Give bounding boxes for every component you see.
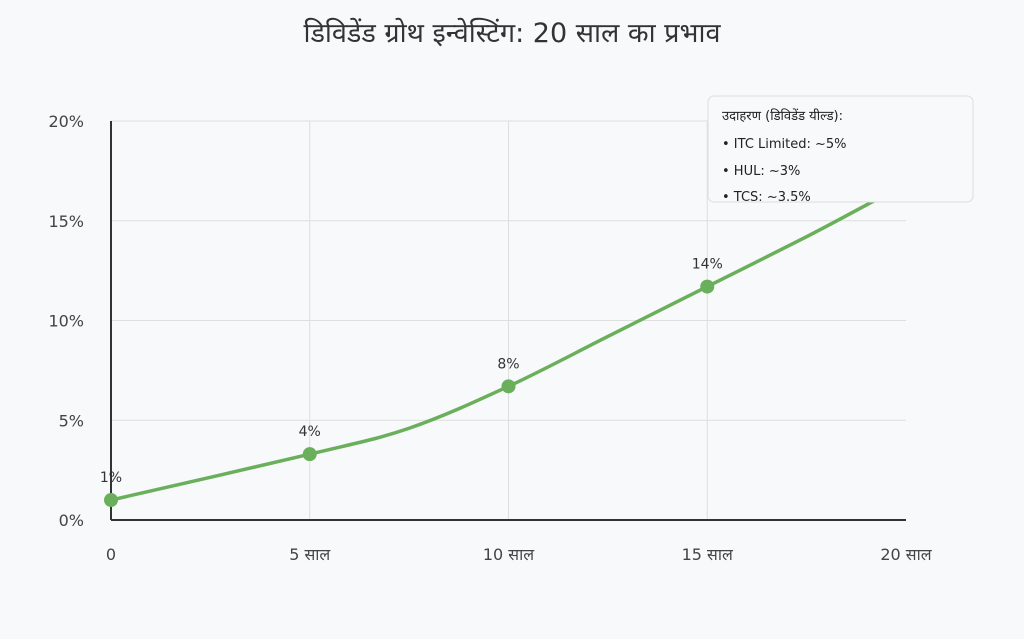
- data-point-2: [501, 379, 516, 394]
- x-tick-labels: 0 5 साल 10 साल 15 साल 20 साल: [106, 545, 933, 564]
- x-tick-label: 15 साल: [682, 545, 734, 564]
- legend-item-itc: • ITC Limited: ~5%: [722, 137, 847, 152]
- legend-title: उदाहरण (डिविडेंड यील्ड):: [722, 108, 843, 124]
- data-label-1: 4%: [299, 424, 321, 440]
- series-line-0: [109, 199, 876, 502]
- data-label-2: 8%: [497, 356, 519, 372]
- series-group: 1% 4% 8% 14%: [100, 199, 876, 508]
- data-label-0: 1%: [100, 470, 122, 486]
- y-tick-label: 5%: [59, 411, 84, 430]
- y-tick-labels: 0% 5% 10% 15% 20%: [48, 112, 84, 530]
- x-tick-label: 20 साल: [880, 545, 932, 564]
- data-point-0: [104, 493, 118, 508]
- x-tick-label: 10 साल: [483, 545, 535, 564]
- legend-item-hul: • HUL: ~3%: [722, 164, 800, 179]
- legend-box: [707, 95, 974, 203]
- data-point-1: [302, 447, 317, 462]
- y-tick-label: 0%: [59, 511, 84, 530]
- y-tick-label: 20%: [48, 112, 84, 131]
- y-tick-label: 15%: [48, 212, 84, 231]
- y-tick-label: 10%: [48, 312, 84, 331]
- chart-title: डिविडेंड ग्रोथ इन्वेस्टिंग: 20 साल का प्…: [303, 17, 721, 49]
- grid-lines: [111, 120, 906, 520]
- data-label-3: 14%: [692, 257, 723, 273]
- x-tick-label: 5 साल: [289, 545, 331, 564]
- legend-item-tcs: • TCS: ~3.5%: [722, 190, 811, 205]
- legend: उदाहरण (डिविडेंड यील्ड): • ITC Limited: …: [707, 95, 974, 205]
- axes: [110, 121, 906, 521]
- data-point-3: [700, 279, 715, 294]
- x-tick-label: 0: [106, 545, 116, 564]
